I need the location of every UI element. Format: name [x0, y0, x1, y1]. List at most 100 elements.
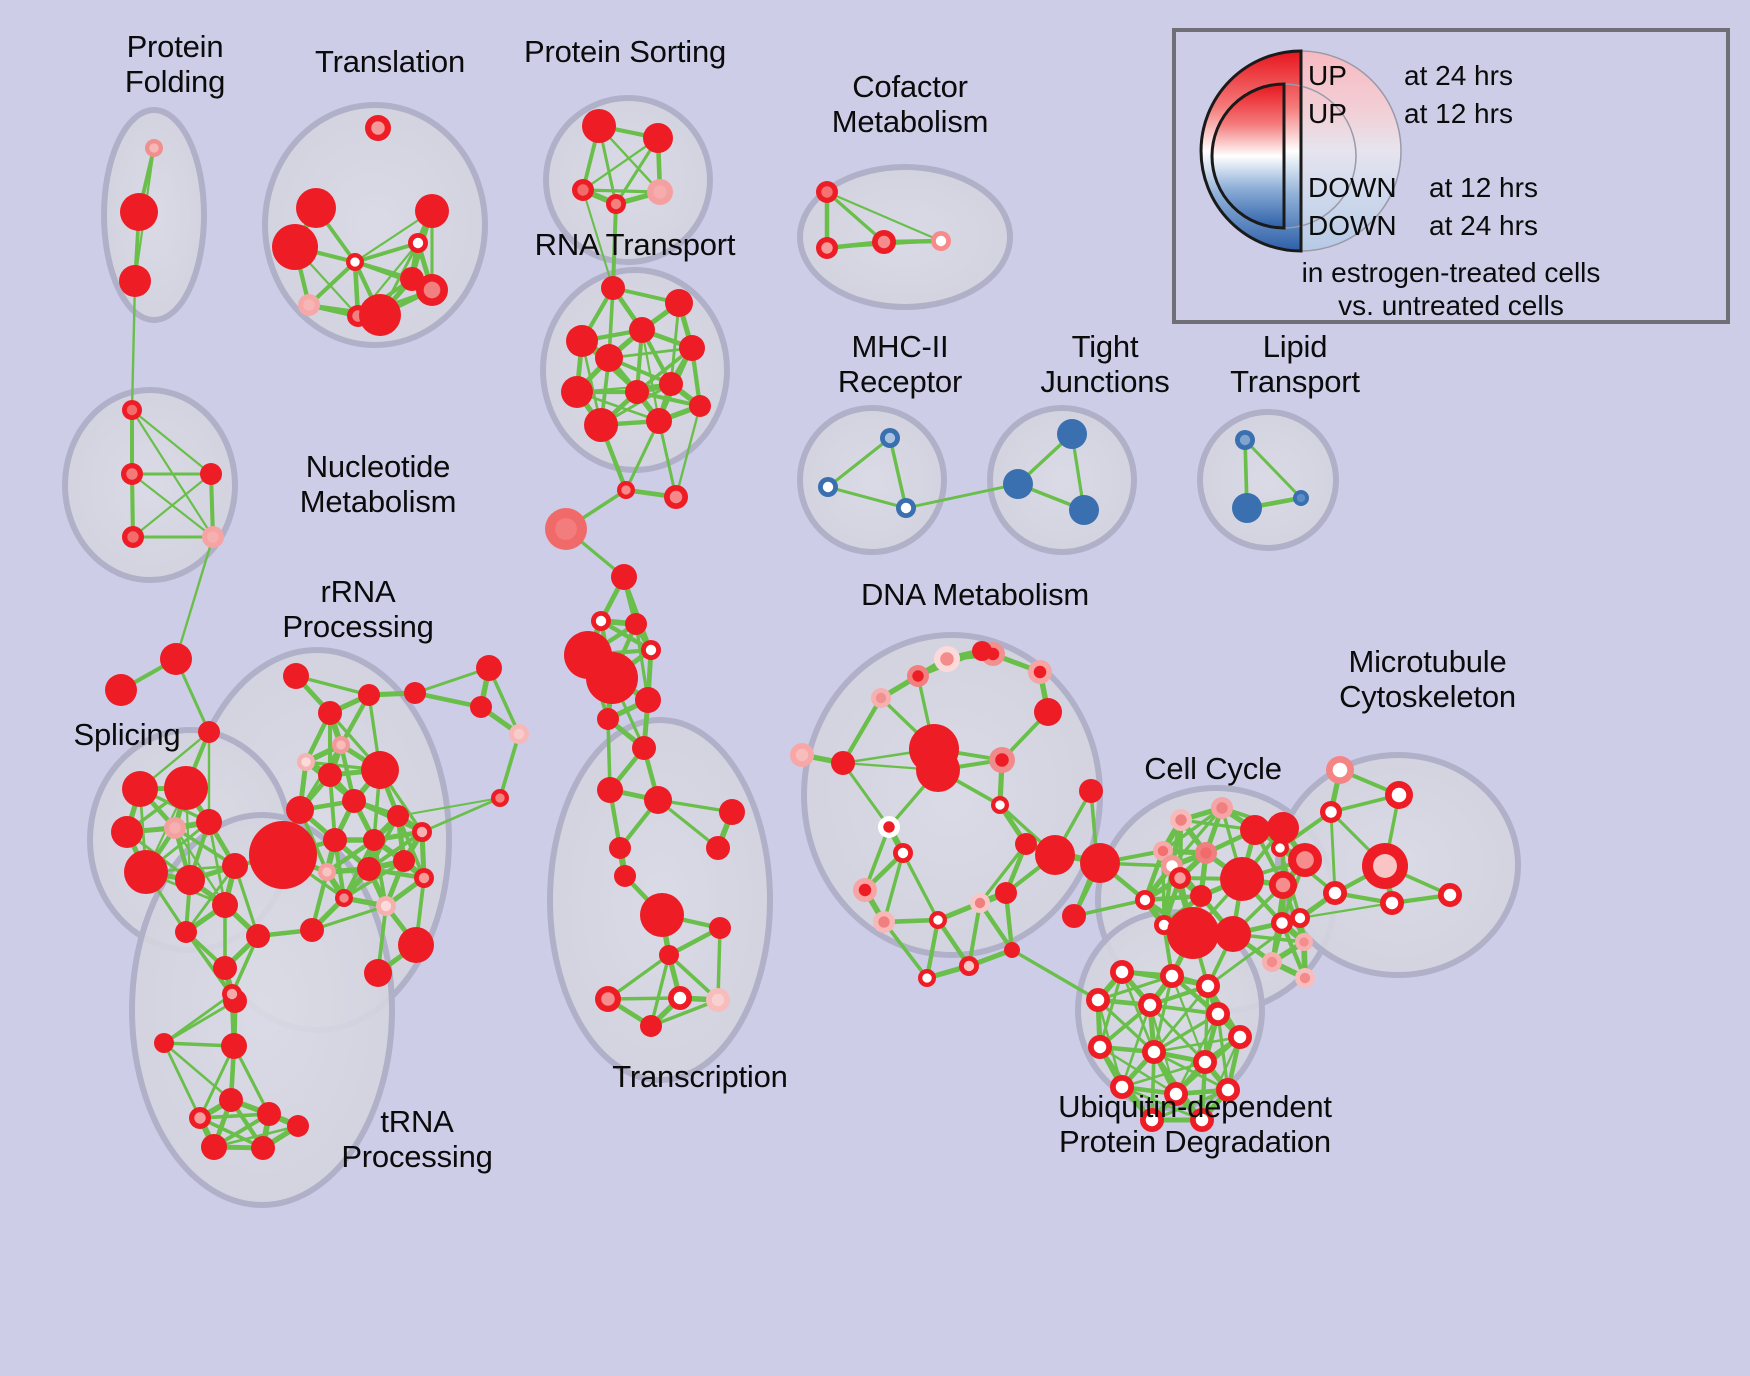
- network-node[interactable]: [189, 1107, 211, 1129]
- network-node[interactable]: [664, 485, 688, 509]
- network-node[interactable]: [196, 809, 222, 835]
- network-node[interactable]: [1295, 933, 1313, 951]
- network-node[interactable]: [989, 747, 1015, 773]
- network-node[interactable]: [342, 789, 366, 813]
- network-node[interactable]: [816, 237, 838, 259]
- network-node[interactable]: [160, 643, 192, 675]
- network-node[interactable]: [625, 613, 647, 635]
- network-node[interactable]: [1215, 916, 1251, 952]
- network-node[interactable]: [1362, 843, 1408, 889]
- network-node[interactable]: [706, 988, 730, 1012]
- network-node[interactable]: [219, 1088, 243, 1112]
- network-node[interactable]: [706, 836, 730, 860]
- network-node[interactable]: [287, 1115, 309, 1137]
- network-node[interactable]: [1271, 912, 1293, 934]
- network-node[interactable]: [597, 708, 619, 730]
- network-node[interactable]: [318, 863, 336, 881]
- network-node[interactable]: [880, 428, 900, 448]
- network-node[interactable]: [509, 724, 529, 744]
- network-node[interactable]: [198, 721, 220, 743]
- network-node[interactable]: [1323, 881, 1347, 905]
- network-node[interactable]: [251, 1136, 275, 1160]
- network-node[interactable]: [408, 233, 428, 253]
- network-node[interactable]: [105, 674, 137, 706]
- network-node[interactable]: [1003, 469, 1033, 499]
- network-node[interactable]: [1004, 942, 1020, 958]
- network-node[interactable]: [476, 655, 502, 681]
- network-node[interactable]: [597, 777, 623, 803]
- network-node[interactable]: [1196, 974, 1220, 998]
- network-node[interactable]: [363, 829, 385, 851]
- network-node[interactable]: [566, 325, 598, 357]
- network-node[interactable]: [257, 1102, 281, 1126]
- network-node[interactable]: [222, 853, 248, 879]
- network-node[interactable]: [617, 481, 635, 499]
- network-node[interactable]: [689, 395, 711, 417]
- network-node[interactable]: [1057, 419, 1087, 449]
- network-node[interactable]: [1015, 833, 1037, 855]
- network-node[interactable]: [1160, 964, 1184, 988]
- network-node[interactable]: [120, 193, 158, 231]
- network-node[interactable]: [121, 463, 143, 485]
- network-node[interactable]: [665, 289, 693, 317]
- network-node[interactable]: [1240, 815, 1270, 845]
- network-node[interactable]: [831, 751, 855, 775]
- network-node[interactable]: [595, 986, 621, 1012]
- network-node[interactable]: [601, 276, 625, 300]
- network-node[interactable]: [1220, 857, 1264, 901]
- network-node[interactable]: [668, 986, 692, 1010]
- network-node[interactable]: [972, 641, 992, 661]
- network-node[interactable]: [1438, 883, 1462, 907]
- network-node[interactable]: [991, 796, 1009, 814]
- network-node[interactable]: [1028, 660, 1052, 684]
- network-node[interactable]: [918, 969, 936, 987]
- network-node[interactable]: [213, 956, 237, 980]
- network-node[interactable]: [283, 663, 309, 689]
- network-node[interactable]: [931, 231, 951, 251]
- network-node[interactable]: [646, 408, 672, 434]
- network-node[interactable]: [298, 294, 320, 316]
- network-node[interactable]: [659, 372, 683, 396]
- network-node[interactable]: [404, 682, 426, 704]
- network-node[interactable]: [1190, 1108, 1214, 1132]
- network-node[interactable]: [1211, 797, 1233, 819]
- network-node[interactable]: [111, 816, 143, 848]
- network-node[interactable]: [398, 927, 434, 963]
- network-node[interactable]: [1110, 960, 1134, 984]
- network-node[interactable]: [1080, 843, 1120, 883]
- network-node[interactable]: [249, 821, 317, 889]
- network-node[interactable]: [332, 736, 350, 754]
- network-node[interactable]: [296, 188, 336, 228]
- network-node[interactable]: [122, 526, 144, 548]
- network-node[interactable]: [959, 956, 979, 976]
- network-node[interactable]: [164, 766, 208, 810]
- network-node[interactable]: [1088, 1035, 1112, 1059]
- network-node[interactable]: [335, 889, 353, 907]
- network-node[interactable]: [154, 1033, 174, 1053]
- network-node[interactable]: [145, 139, 163, 157]
- network-node[interactable]: [873, 911, 895, 933]
- network-node[interactable]: [201, 1134, 227, 1160]
- network-node[interactable]: [853, 878, 877, 902]
- network-node[interactable]: [346, 253, 364, 271]
- network-node[interactable]: [586, 652, 638, 704]
- network-node[interactable]: [1232, 493, 1262, 523]
- network-node[interactable]: [871, 688, 891, 708]
- network-node[interactable]: [1206, 1002, 1230, 1026]
- network-node[interactable]: [1035, 835, 1075, 875]
- network-node[interactable]: [175, 865, 205, 895]
- network-node[interactable]: [222, 984, 242, 1004]
- network-node[interactable]: [1326, 756, 1354, 784]
- network-node[interactable]: [878, 816, 900, 838]
- network-node[interactable]: [1267, 812, 1299, 844]
- network-node[interactable]: [893, 843, 913, 863]
- network-node[interactable]: [221, 1033, 247, 1059]
- network-node[interactable]: [1142, 1040, 1166, 1064]
- network-node[interactable]: [1135, 890, 1155, 910]
- network-node[interactable]: [609, 837, 631, 859]
- network-node[interactable]: [1228, 1025, 1252, 1049]
- network-node[interactable]: [584, 408, 618, 442]
- network-node[interactable]: [1170, 809, 1192, 831]
- network-node[interactable]: [1320, 801, 1342, 823]
- network-node[interactable]: [387, 805, 409, 827]
